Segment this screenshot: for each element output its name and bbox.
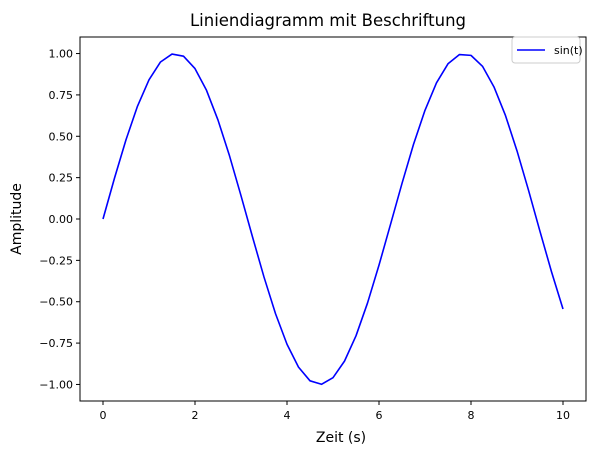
x-tick-label: 6 — [376, 409, 383, 422]
y-tick-label: 0.00 — [49, 213, 74, 226]
legend-box — [511, 36, 581, 64]
y-tick-label: 0.50 — [49, 130, 74, 143]
y-tick-label: 0.25 — [49, 172, 74, 185]
legend: sin(t) — [511, 36, 583, 64]
series-layer — [102, 53, 564, 386]
chart-title: Liniendiagramm mit Beschriftung — [190, 11, 466, 30]
x-tick-label: 10 — [556, 409, 570, 422]
y-tick-label: −0.75 — [39, 337, 73, 350]
x-tick-label: 8 — [468, 409, 475, 422]
y-axis-label: Amplitude — [9, 183, 25, 255]
plot-frame — [79, 36, 587, 402]
x-tick-label: 4 — [284, 409, 291, 422]
plot-area — [80, 37, 586, 401]
y-tick-label: −0.25 — [39, 254, 73, 267]
y-tick-label: −0.50 — [39, 296, 73, 309]
x-axis-label: Zeit (s) — [316, 430, 366, 446]
y-tick-label: −1.00 — [39, 378, 73, 391]
x-axis-ticks: 0 2 4 6 8 10 — [100, 401, 570, 422]
y-tick-label: 0.75 — [49, 89, 74, 102]
legend-label-sin: sin(t) — [554, 44, 583, 57]
series-line-sin — [102, 53, 564, 386]
y-tick-label: 1.00 — [49, 48, 74, 61]
y-axis-ticks: −1.00 −0.75 −0.50 −0.25 0.00 0.25 0.50 0.75 1.00 — [39, 48, 80, 391]
x-tick-label: 2 — [192, 409, 199, 422]
x-tick-label: 0 — [100, 409, 107, 422]
